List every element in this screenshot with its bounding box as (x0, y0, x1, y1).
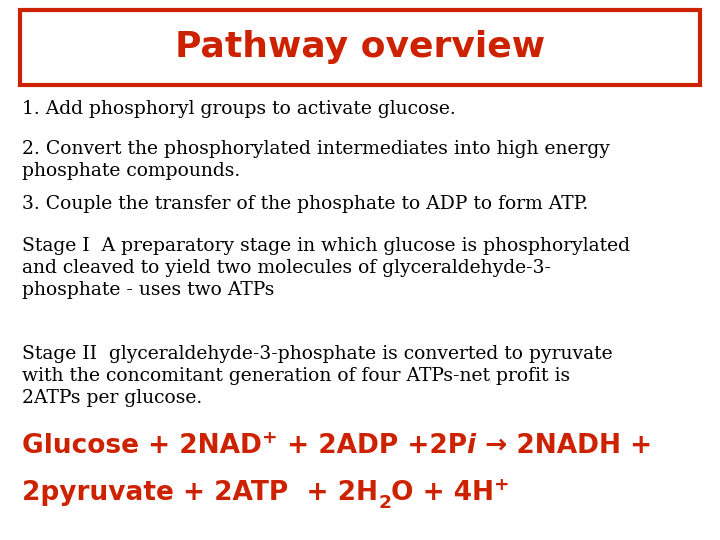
Text: 2pyruvate + 2ATP  + 2H: 2pyruvate + 2ATP + 2H (22, 480, 378, 506)
Text: Stage II  glyceraldehyde-3-phosphate is converted to pyruvate
with the concomita: Stage II glyceraldehyde-3-phosphate is c… (22, 345, 613, 407)
Text: → 2NADH +: → 2NADH + (476, 433, 652, 459)
Text: Glucose + 2NAD: Glucose + 2NAD (22, 433, 262, 459)
Text: 2. Convert the phosphorylated intermediates into high energy
phosphate compounds: 2. Convert the phosphorylated intermedia… (22, 140, 610, 180)
Text: +: + (494, 476, 510, 494)
Text: i: i (467, 433, 476, 459)
Text: 2: 2 (378, 494, 391, 512)
Text: Pathway overview: Pathway overview (175, 30, 545, 64)
Bar (20, 10, 700, 85)
Text: + 2ADP +2P: + 2ADP +2P (277, 433, 467, 459)
Text: +: + (262, 429, 277, 447)
Text: Stage I  A preparatory stage in which glucose is phosphorylated
and cleaved to y: Stage I A preparatory stage in which glu… (22, 237, 630, 299)
Text: 1. Add phosphoryl groups to activate glucose.: 1. Add phosphoryl groups to activate glu… (22, 100, 456, 118)
Text: O + 4H: O + 4H (391, 480, 494, 506)
Text: 3. Couple the transfer of the phosphate to ADP to form ATP.: 3. Couple the transfer of the phosphate … (22, 195, 588, 213)
